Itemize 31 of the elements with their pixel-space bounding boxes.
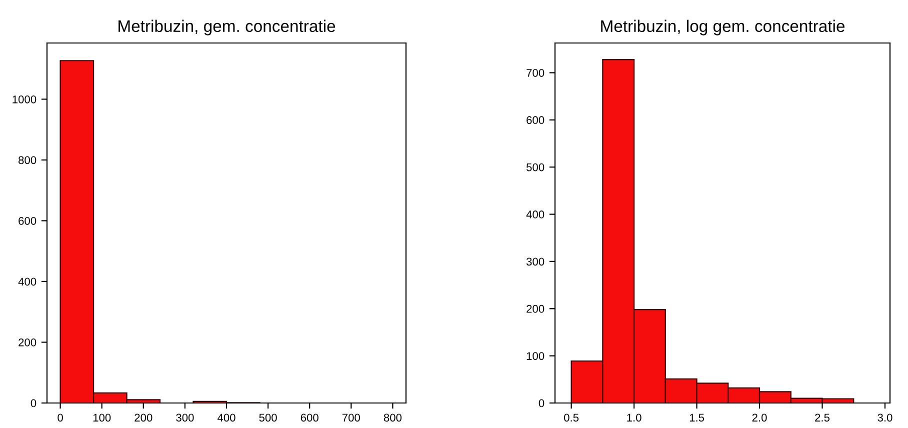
chart-title: Metribuzin, log gem. concentratie xyxy=(601,20,845,36)
y-tick-label: 500 xyxy=(526,163,544,172)
x-tick-label: 1.5 xyxy=(690,414,704,422)
y-tick-label: 600 xyxy=(18,216,36,225)
y-tick-label: 300 xyxy=(526,258,544,266)
x-tick-label: 0.5 xyxy=(564,414,579,422)
y-tick-label: 1000 xyxy=(12,95,36,104)
y-tick-label: 800 xyxy=(18,156,36,164)
y-tick-label: 400 xyxy=(18,278,36,286)
x-tick-label: 600 xyxy=(300,414,318,422)
y-tick-label: 0 xyxy=(30,399,36,408)
y-tick-label: 200 xyxy=(18,338,36,346)
x-tick-label: 400 xyxy=(217,414,236,422)
y-tick-label: 200 xyxy=(526,304,544,313)
x-tick-label: 100 xyxy=(93,414,111,422)
x-tick-label: 200 xyxy=(134,414,152,422)
x-tick-label: 2.0 xyxy=(752,414,767,422)
y-tick-label: 700 xyxy=(526,68,544,77)
x-tick-label: 800 xyxy=(384,414,402,422)
x-tick-label: 300 xyxy=(176,414,194,422)
x-tick-label: 2.5 xyxy=(815,414,830,422)
y-tick-label: 600 xyxy=(526,116,544,124)
y-tick-label: 0 xyxy=(538,399,544,408)
y-tick-label: 100 xyxy=(526,352,544,360)
x-tick-label: 700 xyxy=(342,414,360,422)
x-tick-label: 500 xyxy=(259,414,277,422)
x-tick-label: 1.0 xyxy=(627,414,642,422)
chart-title: Metribuzin, gem. concentratie xyxy=(118,20,336,36)
x-tick-label: 0 xyxy=(58,414,63,422)
x-tick-label: 3.0 xyxy=(878,414,892,422)
y-tick-label: 400 xyxy=(526,210,544,218)
